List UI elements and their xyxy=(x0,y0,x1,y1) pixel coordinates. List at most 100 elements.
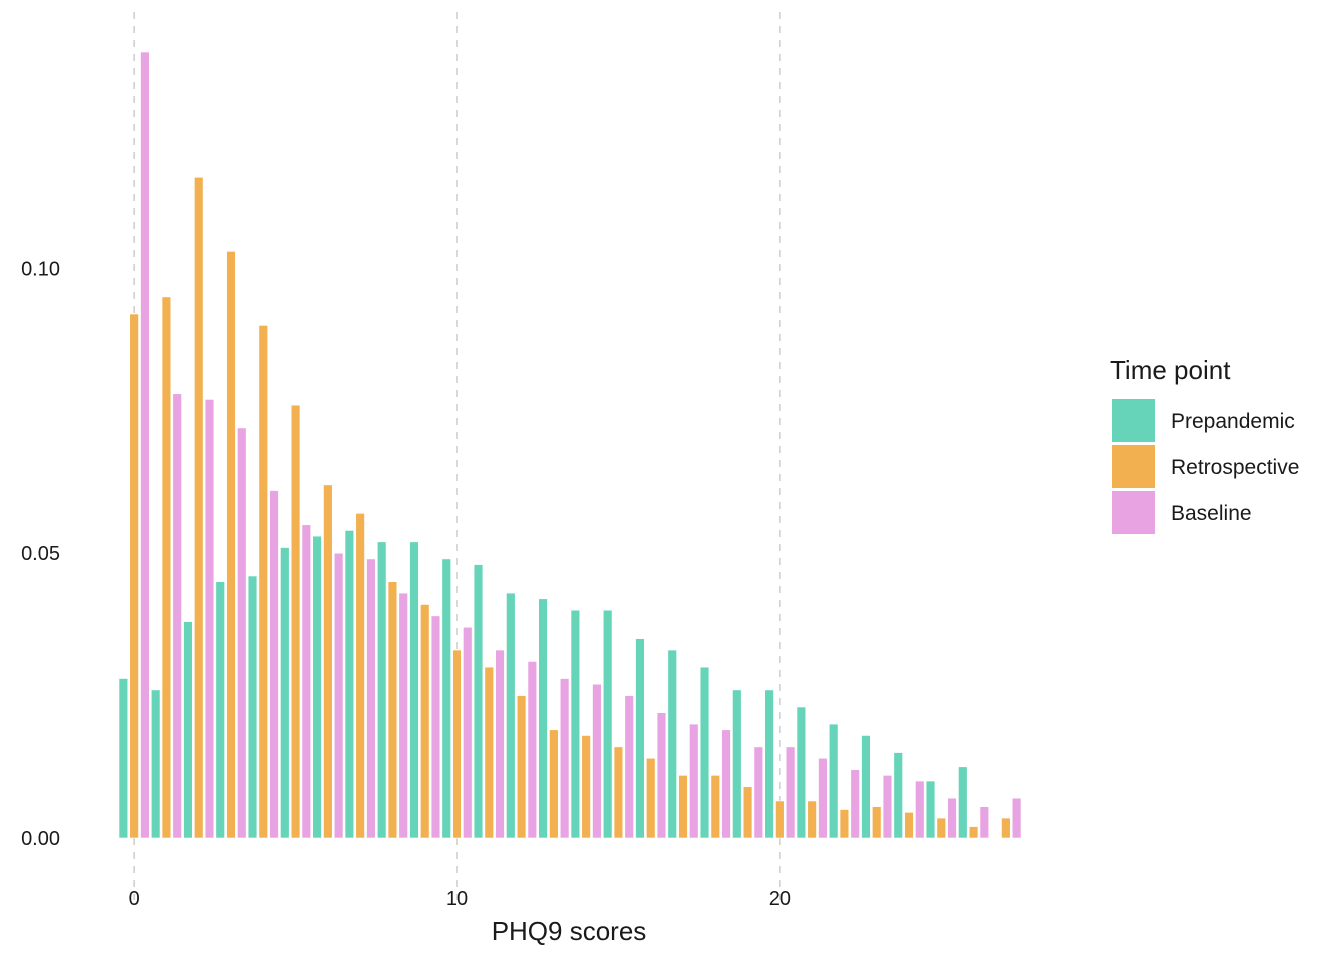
bar-prepandemic-10 xyxy=(441,558,451,839)
bar-baseline-5 xyxy=(301,524,312,839)
bar-retrospective-25 xyxy=(936,817,946,839)
bar-retrospective-9 xyxy=(420,604,430,839)
bar-retrospective-10 xyxy=(452,649,462,839)
bar-prepandemic-26 xyxy=(958,766,968,839)
bar-prepandemic-11 xyxy=(473,564,484,839)
bar-prepandemic-24 xyxy=(893,752,903,839)
bar-baseline-0 xyxy=(140,51,150,839)
y-axis-ticks: 0.00 0.05 0.10 xyxy=(21,258,60,850)
bar-retrospective-19 xyxy=(742,786,753,839)
bar-retrospective-3 xyxy=(226,251,236,839)
bar-retrospective-13 xyxy=(549,729,559,839)
bar-retrospective-27 xyxy=(1001,817,1011,839)
bar-baseline-26 xyxy=(979,806,990,839)
bar-prepandemic-23 xyxy=(861,735,871,839)
bar-prepandemic-18 xyxy=(699,666,710,839)
y-tick-label-0.05: 0.05 xyxy=(21,543,60,565)
bar-prepandemic-17 xyxy=(667,649,677,839)
bar-baseline-10 xyxy=(463,626,473,839)
x-tick-label-0: 0 xyxy=(129,888,140,910)
bar-baseline-17 xyxy=(689,723,699,839)
legend-items: Prepandemic Retrospective Baseline xyxy=(1110,397,1299,536)
bar-baseline-22 xyxy=(850,769,860,839)
bar-prepandemic-3 xyxy=(215,581,225,839)
bar-prepandemic-4 xyxy=(247,575,258,839)
bar-baseline-7 xyxy=(366,558,376,839)
bars-layer xyxy=(118,51,1022,839)
legend-label-prepandemic: Prepandemic xyxy=(1171,410,1295,433)
bar-baseline-21 xyxy=(818,757,828,839)
bar-retrospective-7 xyxy=(355,513,365,839)
bar-retrospective-20 xyxy=(775,800,785,839)
legend-item-prepandemic: Prepandemic xyxy=(1110,397,1295,444)
legend-title: Time point xyxy=(1110,355,1231,385)
legend-item-retrospective: Retrospective xyxy=(1110,443,1299,490)
bar-baseline-6 xyxy=(333,552,344,839)
bar-prepandemic-0 xyxy=(118,678,129,839)
bar-baseline-1 xyxy=(172,393,182,839)
bar-baseline-3 xyxy=(237,427,247,839)
bar-baseline-12 xyxy=(527,661,538,839)
bar-baseline-16 xyxy=(656,712,667,839)
bar-retrospective-15 xyxy=(613,746,624,839)
bar-retrospective-16 xyxy=(646,757,656,839)
y-tick-label-0.10: 0.10 xyxy=(21,258,60,280)
bar-baseline-14 xyxy=(592,683,602,839)
x-axis-title: PHQ9 scores xyxy=(492,916,647,946)
bar-prepandemic-15 xyxy=(602,609,613,839)
bar-prepandemic-25 xyxy=(925,780,936,839)
bar-prepandemic-12 xyxy=(506,592,516,839)
legend-label-baseline: Baseline xyxy=(1171,502,1252,525)
bar-baseline-4 xyxy=(269,490,279,839)
x-tick-label-10: 10 xyxy=(446,888,468,910)
bar-prepandemic-9 xyxy=(409,541,419,839)
bar-prepandemic-14 xyxy=(570,609,581,839)
bar-baseline-8 xyxy=(398,592,408,839)
bar-prepandemic-13 xyxy=(538,598,548,839)
bar-retrospective-8 xyxy=(387,581,398,839)
legend-swatch-prepandemic xyxy=(1110,397,1157,444)
bar-prepandemic-21 xyxy=(796,706,807,839)
bar-prepandemic-2 xyxy=(183,621,193,839)
bar-baseline-15 xyxy=(624,695,634,839)
bar-retrospective-21 xyxy=(807,800,817,839)
bar-baseline-23 xyxy=(882,775,893,839)
legend: Time point Prepandemic Retrospective Basel… xyxy=(1110,355,1299,536)
bar-retrospective-12 xyxy=(516,695,527,839)
bar-retrospective-6 xyxy=(323,484,333,839)
x-tick-label-20: 20 xyxy=(769,888,791,910)
bar-prepandemic-20 xyxy=(764,689,774,839)
bar-baseline-13 xyxy=(559,678,570,839)
bar-retrospective-24 xyxy=(904,812,914,839)
bar-prepandemic-1 xyxy=(150,689,161,839)
bar-prepandemic-19 xyxy=(732,689,742,839)
bar-retrospective-18 xyxy=(710,775,720,839)
legend-swatch-baseline xyxy=(1110,489,1157,536)
y-tick-label-0.00: 0.00 xyxy=(21,828,60,850)
bar-prepandemic-22 xyxy=(828,723,839,839)
bar-prepandemic-5 xyxy=(280,547,290,839)
bar-retrospective-5 xyxy=(290,404,301,839)
legend-swatch-retrospective xyxy=(1110,443,1157,490)
bar-prepandemic-16 xyxy=(635,638,645,839)
bar-retrospective-4 xyxy=(258,325,268,839)
legend-label-retrospective: Retrospective xyxy=(1171,456,1299,479)
bar-retrospective-2 xyxy=(194,177,204,839)
bar-retrospective-23 xyxy=(872,806,882,839)
bar-baseline-2 xyxy=(204,399,215,839)
bar-retrospective-0 xyxy=(129,313,139,839)
bar-prepandemic-6 xyxy=(312,535,322,839)
bar-retrospective-11 xyxy=(484,666,494,839)
bar-prepandemic-7 xyxy=(344,530,355,839)
bar-baseline-20 xyxy=(785,746,796,839)
bar-baseline-11 xyxy=(495,649,505,839)
bar-prepandemic-8 xyxy=(376,541,387,839)
bar-retrospective-26 xyxy=(968,826,979,839)
bar-baseline-18 xyxy=(721,729,731,839)
bar-retrospective-14 xyxy=(581,735,591,839)
bar-baseline-19 xyxy=(753,746,764,839)
bar-retrospective-22 xyxy=(839,809,850,839)
bar-retrospective-17 xyxy=(678,775,688,839)
